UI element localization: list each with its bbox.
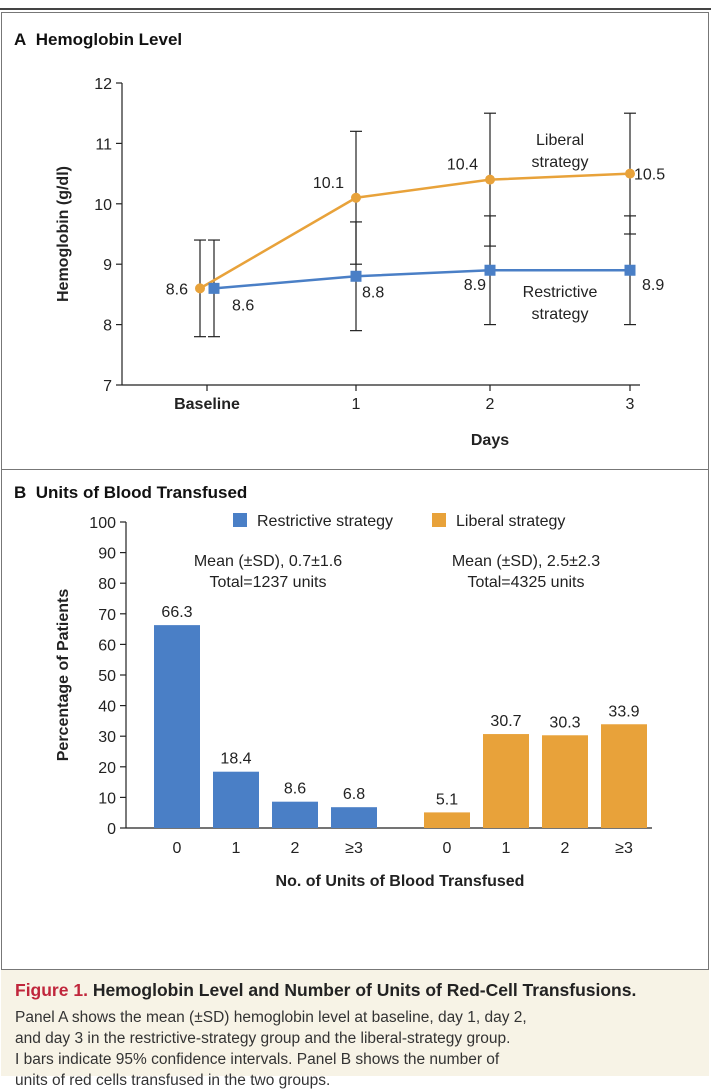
y-tick-label: 100	[89, 515, 116, 532]
series-annotation: Restrictive	[523, 284, 598, 301]
stats-annotation: Mean (±SD), 2.5±2.3	[452, 553, 600, 570]
y-tick-label: 80	[98, 576, 116, 593]
x-axis-label: No. of Units of Blood Transfused	[276, 873, 525, 890]
panel-a-title: A Hemoglobin Level	[14, 30, 182, 50]
y-tick-label: 8	[103, 318, 112, 335]
y-tick-label: 10	[98, 790, 116, 807]
data-point	[350, 270, 362, 282]
data-label: 8.9	[642, 277, 664, 294]
stats-annotation: Total=4325 units	[468, 574, 585, 591]
x-tick-label: 2	[486, 396, 495, 413]
legend-swatch	[233, 513, 247, 527]
x-tick-label: 1	[502, 840, 511, 857]
caption-title: Figure 1. Hemoglobin Level and Number of…	[15, 980, 709, 1001]
data-point	[351, 192, 361, 203]
panel-b-title: B Units of Blood Transfused	[14, 483, 247, 503]
x-tick-label: 2	[561, 840, 570, 857]
panel-b-title-text: Units of Blood Transfused	[35, 483, 248, 502]
data-label: 8.6	[166, 281, 188, 298]
bar	[424, 812, 470, 828]
y-tick-label: 7	[103, 378, 112, 395]
x-tick-label: 1	[352, 396, 361, 413]
series-line	[213, 268, 630, 290]
bar	[483, 734, 529, 828]
y-tick-label: 60	[98, 637, 116, 654]
data-label: 8.6	[232, 297, 254, 314]
panel-a-title-text: Hemoglobin Level	[35, 30, 183, 49]
figure-frame	[1, 12, 709, 970]
x-tick-label: 3	[626, 396, 635, 413]
y-tick-label: 30	[98, 729, 116, 746]
y-tick-label: 90	[98, 546, 116, 563]
x-tick-label: 0	[173, 840, 182, 857]
bar-value-label: 6.8	[343, 786, 365, 803]
bar-value-label: 5.1	[436, 791, 458, 808]
data-label: 10.1	[313, 175, 344, 192]
y-axis-label: Percentage of Patients	[55, 589, 72, 762]
x-tick-label: 1	[232, 840, 241, 857]
data-label: 10.4	[447, 157, 478, 174]
x-tick-label: ≥3	[615, 840, 633, 857]
x-tick-label: ≥3	[345, 840, 363, 857]
bar-value-label: 66.3	[161, 604, 192, 621]
stats-annotation: Total=1237 units	[210, 574, 327, 591]
bar	[542, 735, 588, 828]
x-axis-label: Days	[471, 432, 509, 449]
bar-value-label: 8.6	[284, 781, 306, 798]
y-tick-label: 10	[94, 197, 112, 214]
data-label: 10.5	[634, 167, 665, 184]
series-annotation: strategy	[532, 306, 589, 323]
caption-line: units of red cells transfused in the two…	[15, 1072, 331, 1089]
series-annotation: Liberal	[536, 132, 584, 149]
legend-label: Liberal strategy	[456, 513, 565, 530]
y-tick-label: 20	[98, 760, 116, 777]
data-point	[624, 264, 636, 276]
x-tick-label: Baseline	[174, 396, 240, 413]
bar	[331, 807, 377, 828]
legend-swatch	[432, 513, 446, 527]
bar-value-label: 33.9	[608, 703, 639, 720]
bar	[272, 801, 318, 828]
x-tick-label: 2	[291, 840, 300, 857]
bar-value-label: 30.7	[490, 713, 521, 730]
y-tick-label: 50	[98, 668, 116, 685]
data-label: 8.9	[464, 277, 486, 294]
y-tick-label: 9	[103, 257, 112, 274]
bar	[213, 771, 259, 828]
stats-annotation: Mean (±SD), 0.7±1.6	[194, 553, 342, 570]
bar	[601, 724, 647, 828]
y-tick-label: 0	[107, 821, 116, 838]
x-tick-label: 0	[443, 840, 452, 857]
panel-a-letter: A	[14, 30, 27, 49]
y-tick-label: 70	[98, 607, 116, 624]
bar	[154, 625, 200, 828]
y-tick-label: 11	[95, 136, 112, 153]
data-point	[208, 282, 220, 294]
bar-value-label: 30.3	[549, 714, 580, 731]
data-point	[195, 283, 205, 294]
y-tick-label: 40	[98, 699, 116, 716]
panel-divider	[1, 469, 709, 470]
data-point	[484, 264, 496, 276]
caption-title-text: Hemoglobin Level and Number of Units of …	[92, 980, 637, 1000]
caption-line: I bars indicate 95% confidence intervals…	[15, 1051, 500, 1068]
top-rule	[0, 8, 711, 10]
caption-body: Panel A shows the mean (±SD) hemoglobin …	[15, 1007, 705, 1091]
data-label: 8.8	[362, 284, 384, 301]
series-line	[199, 172, 631, 290]
caption-line: Panel A shows the mean (±SD) hemoglobin …	[15, 1009, 527, 1026]
series-annotation: strategy	[532, 154, 589, 171]
legend-label: Restrictive strategy	[257, 513, 393, 530]
caption-figure-label: Figure 1.	[15, 980, 88, 1000]
data-point	[485, 174, 495, 185]
data-point	[625, 168, 635, 179]
caption-line: and day 3 in the restrictive-strategy gr…	[15, 1030, 511, 1047]
y-tick-label: 12	[94, 76, 112, 93]
panel-b-letter: B	[14, 483, 27, 502]
y-axis-label: Hemoglobin (g/dl)	[55, 166, 72, 302]
figure-caption: Figure 1. Hemoglobin Level and Number of…	[1, 970, 709, 1089]
bar-value-label: 18.4	[220, 751, 251, 768]
